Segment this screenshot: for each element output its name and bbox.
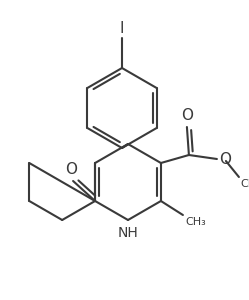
Text: NH: NH [118,226,138,240]
Text: O: O [181,108,193,123]
Text: O: O [219,152,231,166]
Text: CH₃: CH₃ [240,179,249,189]
Text: I: I [120,21,124,36]
Text: O: O [65,162,77,177]
Text: CH₃: CH₃ [185,217,206,227]
